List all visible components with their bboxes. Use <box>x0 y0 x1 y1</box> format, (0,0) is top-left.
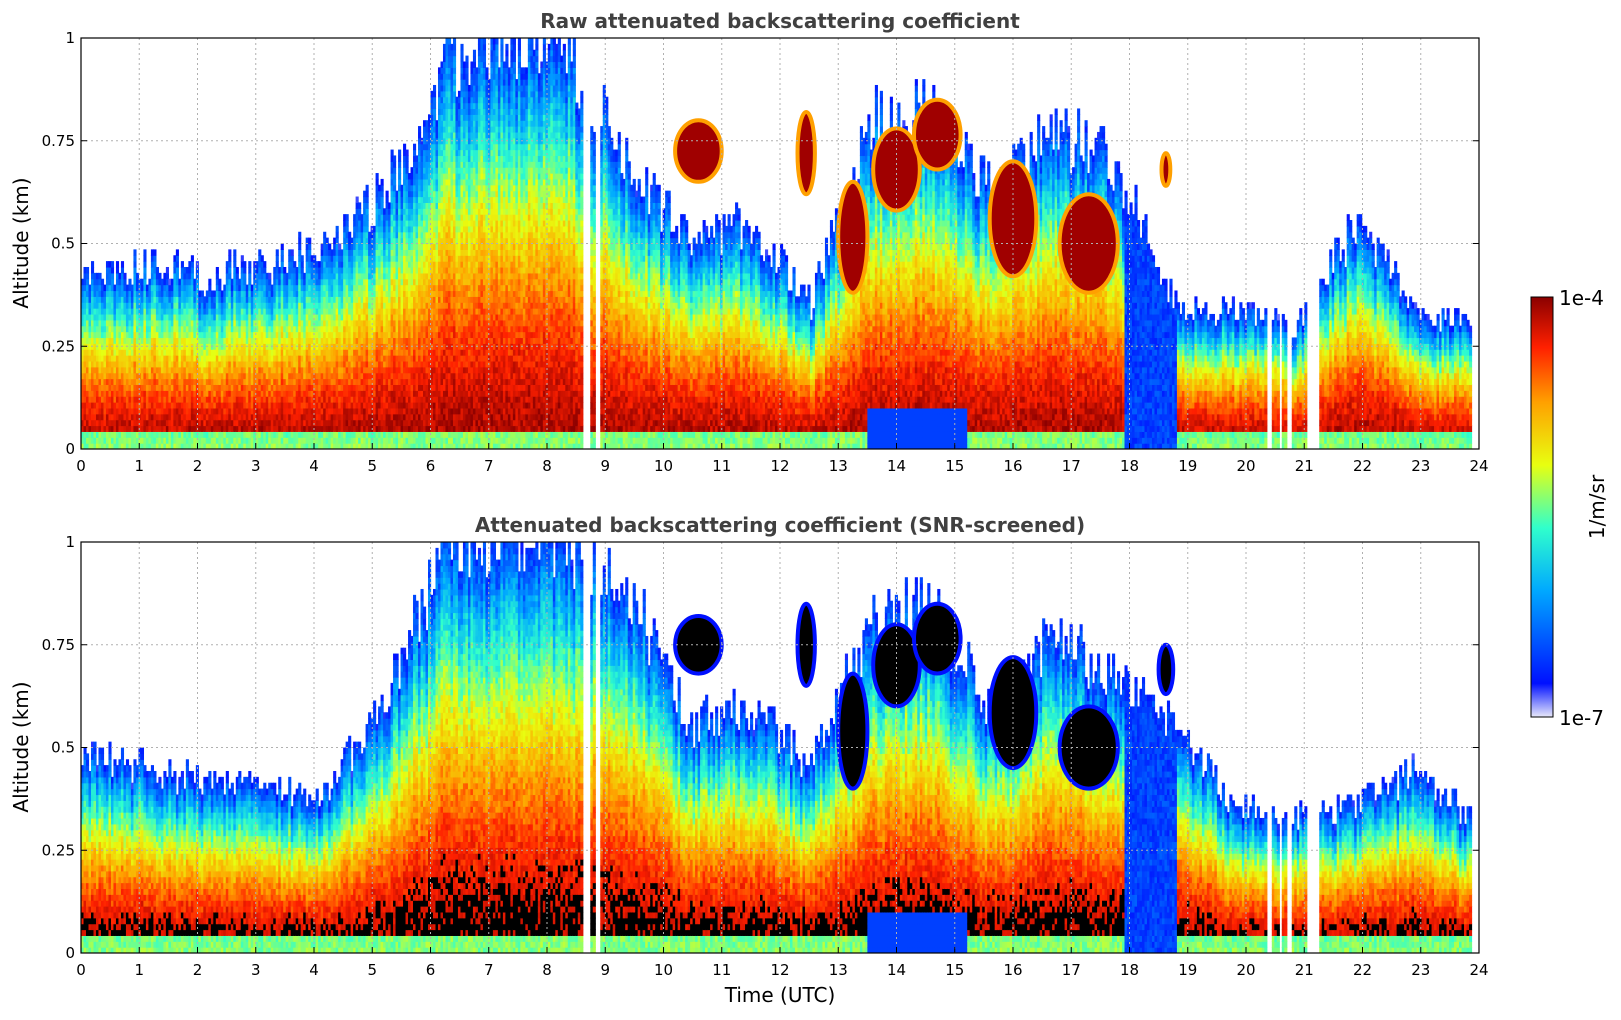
raw-panel-title: Raw attenuated backscattering coefficien… <box>540 9 1020 33</box>
y-tick-label: 0 <box>65 944 75 962</box>
x-tick-label: 2 <box>193 961 203 979</box>
x-tick-label: 18 <box>1120 457 1139 475</box>
screened-panel-title: Attenuated backscattering coefficient (S… <box>475 513 1085 537</box>
cloud-feature-6 <box>1060 194 1118 293</box>
y-tick-label: 0 <box>65 440 75 458</box>
x-tick-label: 18 <box>1120 961 1139 979</box>
colorbar-unit-label: 1/m/sr <box>1585 474 1609 539</box>
x-tick-label: 12 <box>770 457 789 475</box>
x-tick-label: 23 <box>1411 457 1430 475</box>
x-tick-label: 5 <box>367 961 377 979</box>
x-tick-label: 4 <box>309 457 319 475</box>
x-tick-label: 3 <box>251 457 261 475</box>
x-tick-label: 7 <box>484 961 494 979</box>
x-tick-label: 6 <box>426 961 436 979</box>
x-tick-label: 2 <box>193 457 203 475</box>
cloud-feature-2 <box>838 182 867 293</box>
x-tick-label: 4 <box>309 961 319 979</box>
x-tick-label: 22 <box>1353 457 1372 475</box>
colorbar-min-label: 1e-7 <box>1559 706 1604 730</box>
x-tick-label: 14 <box>887 961 906 979</box>
x-tick-label: 20 <box>1236 961 1255 979</box>
x-tick-label: 1 <box>134 457 144 475</box>
x-tick-label: 22 <box>1353 961 1372 979</box>
y-tick-label: 0.5 <box>51 235 75 253</box>
x-tick-label: 8 <box>542 457 552 475</box>
y-tick-label: 0.75 <box>42 132 75 150</box>
x-tick-label: 5 <box>367 457 377 475</box>
x-tick-label: 11 <box>712 961 731 979</box>
x-tick-label: 20 <box>1236 457 1255 475</box>
x-tick-label: 21 <box>1295 457 1314 475</box>
cloud-feature-7 <box>1162 153 1171 186</box>
y-tick-label: 0.25 <box>42 841 75 859</box>
x-tick-label: 17 <box>1062 457 1081 475</box>
x-tick-label: 16 <box>1003 961 1022 979</box>
colorbar-max-label: 1e-4 <box>1559 286 1604 310</box>
cloud-feature-0 <box>675 120 722 182</box>
colorbar: 1e-4 1e-7 1/m/sr <box>1531 286 1609 730</box>
y-tick-label: 0.75 <box>42 636 75 654</box>
screened-y-axis-label: Altitude (km) <box>9 681 33 812</box>
cloud-feature-4 <box>914 604 961 674</box>
x-tick-label: 24 <box>1469 961 1488 979</box>
x-tick-label: 11 <box>712 457 731 475</box>
x-tick-label: 17 <box>1062 961 1081 979</box>
x-tick-label: 19 <box>1178 961 1197 979</box>
x-tick-label: 9 <box>600 457 610 475</box>
y-tick-label: 1 <box>65 29 75 47</box>
x-tick-label: 15 <box>945 961 964 979</box>
x-tick-label: 6 <box>426 457 436 475</box>
x-tick-label: 21 <box>1295 961 1314 979</box>
x-tick-label: 23 <box>1411 961 1430 979</box>
x-tick-label: 24 <box>1469 457 1488 475</box>
cloud-feature-2 <box>838 674 867 789</box>
cloud-feature-4 <box>914 100 961 170</box>
cloud-feature-7 <box>1159 645 1174 694</box>
x-tick-label: 12 <box>770 961 789 979</box>
x-tick-label: 13 <box>829 457 848 475</box>
x-tick-label: 10 <box>654 457 673 475</box>
x-tick-label: 1 <box>134 961 144 979</box>
x-tick-label: 15 <box>945 457 964 475</box>
x-tick-label: 13 <box>829 961 848 979</box>
cloud-feature-6 <box>1060 706 1118 788</box>
x-tick-label: 3 <box>251 961 261 979</box>
colorbar-gradient <box>1531 297 1553 717</box>
x-axis-label: Time (UTC) <box>724 983 836 1007</box>
raw-backscatter-panel: Raw attenuated backscattering coefficien… <box>9 9 1489 475</box>
y-tick-label: 0.25 <box>42 337 75 355</box>
raw-y-axis-label: Altitude (km) <box>9 177 33 308</box>
screened-backscatter-panel: Attenuated backscattering coefficient (S… <box>9 513 1489 1007</box>
cloud-feature-1 <box>798 112 815 194</box>
x-tick-label: 9 <box>600 961 610 979</box>
x-tick-label: 14 <box>887 457 906 475</box>
y-tick-label: 0.5 <box>51 739 75 757</box>
x-tick-label: 16 <box>1003 457 1022 475</box>
y-tick-label: 1 <box>65 533 75 551</box>
x-tick-label: 0 <box>76 961 86 979</box>
x-tick-label: 8 <box>542 961 552 979</box>
x-tick-label: 0 <box>76 457 86 475</box>
x-tick-label: 7 <box>484 457 494 475</box>
x-tick-label: 19 <box>1178 457 1197 475</box>
x-tick-label: 10 <box>654 961 673 979</box>
